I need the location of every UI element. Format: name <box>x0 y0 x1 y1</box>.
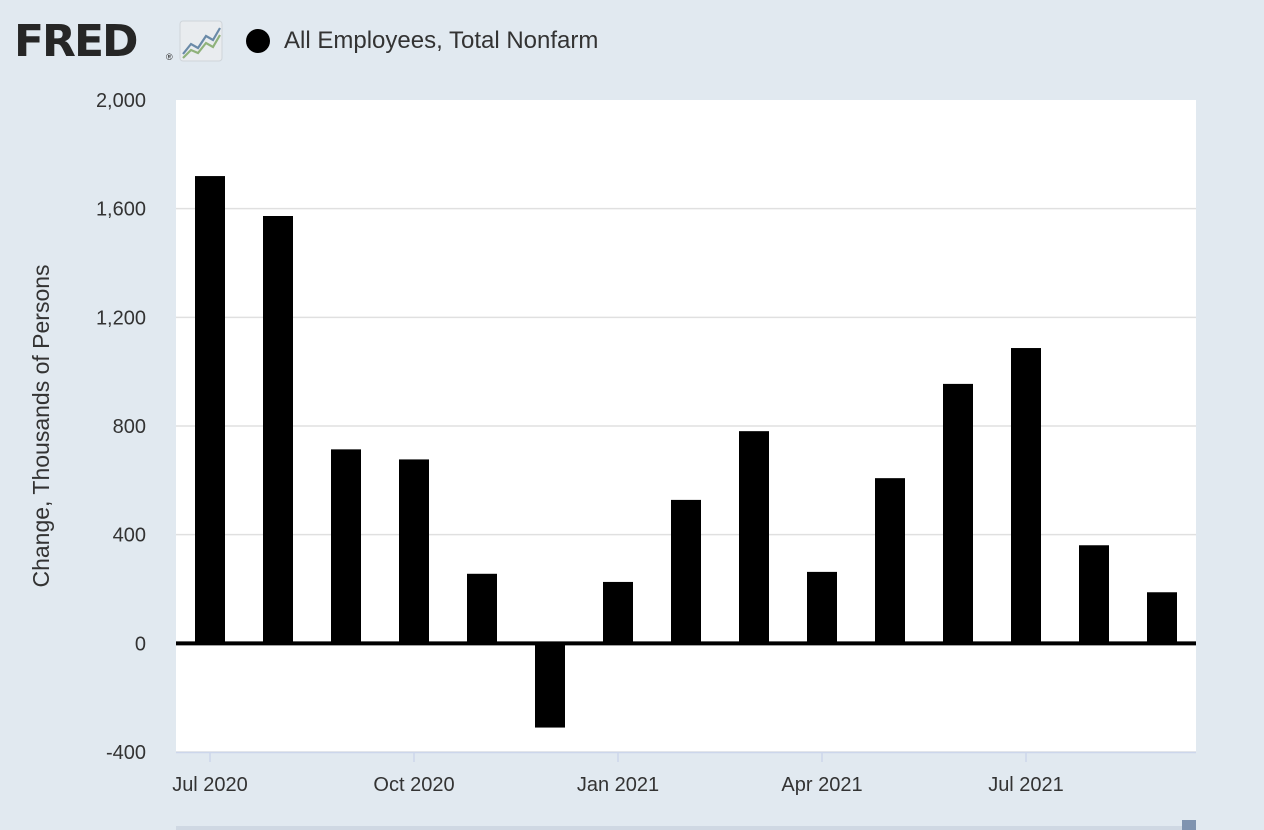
bar[interactable] <box>331 449 361 644</box>
registered-mark: ® <box>166 52 173 62</box>
bar[interactable] <box>535 643 565 728</box>
bar[interactable] <box>671 499 701 644</box>
x-tick-label: Apr 2021 <box>781 774 862 796</box>
legend-label: All Employees, Total Nonfarm <box>284 27 599 54</box>
bar[interactable] <box>263 216 293 644</box>
x-tick-label: Jan 2021 <box>577 774 659 796</box>
legend[interactable]: All Employees, Total Nonfarm <box>246 26 598 56</box>
legend-marker <box>246 29 270 53</box>
navigator-handle[interactable] <box>1182 820 1196 830</box>
y-tick-label: -400 <box>106 742 146 764</box>
y-tick-label: 1,200 <box>96 307 146 329</box>
x-tick-label: Oct 2020 <box>373 774 454 796</box>
bar[interactable] <box>1011 348 1041 644</box>
y-tick-label: 2,000 <box>96 90 146 112</box>
bar[interactable] <box>807 571 837 644</box>
bar[interactable] <box>399 459 429 644</box>
chart-header: FRED ® All Employees, Total Nonfarm <box>0 0 1264 90</box>
y-tick-label: 400 <box>113 525 146 547</box>
y-axis-label: Change, Thousands of Persons <box>28 264 54 587</box>
bar[interactable] <box>195 176 225 644</box>
line-graph-icon <box>179 20 223 62</box>
y-tick-label: 0 <box>135 633 146 655</box>
bar[interactable] <box>1147 592 1177 644</box>
x-tick-label: Jul 2021 <box>988 774 1064 796</box>
bar[interactable] <box>467 573 497 644</box>
bar[interactable] <box>943 383 973 644</box>
y-tick-label: 800 <box>113 416 146 438</box>
bar[interactable] <box>1079 545 1109 644</box>
navigator-strip[interactable] <box>176 826 1196 830</box>
fred-logo[interactable]: FRED <box>14 16 139 67</box>
bar[interactable] <box>603 581 633 644</box>
bar[interactable] <box>875 478 905 644</box>
x-tick-label: Jul 2020 <box>172 774 248 796</box>
bar[interactable] <box>739 431 769 644</box>
y-tick-label: 1,600 <box>96 199 146 221</box>
